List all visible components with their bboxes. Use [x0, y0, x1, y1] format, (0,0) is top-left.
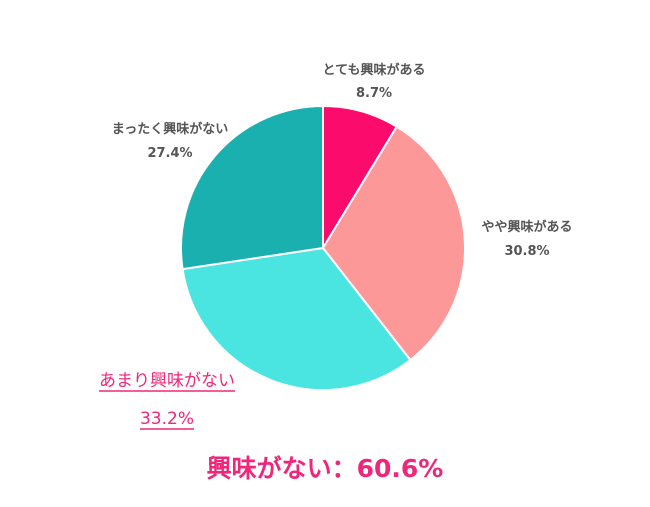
- slice-label-not-at-all-interested: まったく興味がない: [112, 121, 228, 137]
- slice-value-not-very-interested: 33.2%: [140, 409, 194, 429]
- slice-labels: とても興味がある 8.7% やや興味がある 30.8% あまり興味がない 33.2% まった…: [99, 62, 573, 430]
- pie-slices: [180, 104, 466, 391]
- slice-label-somewhat-interested: やや興味がある: [481, 219, 572, 235]
- pie-slice-not-at-all-interested: [180, 104, 324, 271]
- slice-label-very-interested: とても興味がある: [323, 62, 426, 78]
- pie-slice-somewhat-interested: [321, 125, 466, 362]
- summary-total: 興味がない：60.6%: [206, 454, 444, 483]
- slice-value-very-interested: 8.7%: [356, 86, 392, 101]
- slice-value-not-at-all-interested: 27.4%: [147, 146, 192, 161]
- slice-value-somewhat-interested: 30.8%: [504, 244, 549, 259]
- pie-slice-not-very-interested: [181, 246, 412, 391]
- slice-label-not-very-interested: あまり興味がない: [99, 371, 235, 391]
